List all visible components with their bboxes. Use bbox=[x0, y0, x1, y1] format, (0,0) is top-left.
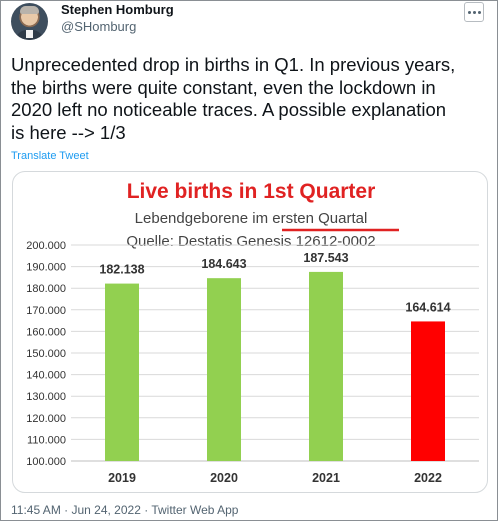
x-tick-label: 2022 bbox=[414, 471, 442, 485]
x-tick-label: 2020 bbox=[210, 471, 238, 485]
plot-area: 100.000 110.000 120.000 130.000 140.000 150.0… bbox=[26, 240, 479, 485]
y-tick-label: 100.000 bbox=[26, 456, 66, 468]
data-label: 182.138 bbox=[99, 263, 144, 277]
chart-title: Live births in 1st Quarter bbox=[127, 180, 376, 203]
x-tick-label: 2019 bbox=[108, 471, 136, 485]
y-tick-label: 110.000 bbox=[27, 434, 66, 446]
bar bbox=[411, 321, 445, 461]
more-options-icon[interactable] bbox=[464, 2, 484, 22]
y-tick-label: 170.000 bbox=[26, 305, 66, 317]
dot bbox=[467, 10, 471, 14]
y-tick-label: 200.000 bbox=[26, 240, 66, 252]
translate-tweet-link[interactable]: Translate Tweet bbox=[11, 150, 89, 162]
y-tick-label: 150.000 bbox=[26, 348, 66, 360]
author-handle[interactable]: @SHomburg bbox=[61, 19, 137, 34]
tweet-text: Unprecedented drop in births in Q1. In p… bbox=[11, 54, 456, 143]
y-tick-label: 160.000 bbox=[26, 326, 66, 338]
bar bbox=[105, 283, 139, 461]
chart-card[interactable]: Live births in 1st Quarter Lebendgeboren… bbox=[12, 171, 488, 493]
bar-chart: Live births in 1st Quarter Lebendgeboren… bbox=[26, 180, 479, 485]
bar bbox=[207, 278, 241, 461]
y-tick-label: 180.000 bbox=[26, 283, 66, 295]
chart-subtitle-underlined: ersten Quartal bbox=[272, 210, 367, 227]
y-tick-label: 130.000 bbox=[26, 391, 66, 403]
chart-subtitle: Lebendgeborene im ersten Quartal bbox=[135, 210, 368, 227]
author-name[interactable]: Stephen Homburg bbox=[61, 2, 174, 17]
y-tick-label: 120.000 bbox=[26, 413, 66, 425]
bar bbox=[309, 271, 343, 461]
chart-source: Quelle: Destatis Genesis 12612-0002 bbox=[126, 233, 375, 250]
x-tick-label: 2021 bbox=[312, 471, 340, 485]
avatar-collar bbox=[26, 30, 33, 38]
avatar[interactable] bbox=[11, 3, 48, 40]
data-label: 187.543 bbox=[303, 251, 348, 265]
tweet-timestamp: 11:45 AM · Jun 24, 2022 · Twitter Web Ap… bbox=[11, 503, 239, 517]
chart-subtitle-plain: Lebendgeborene im bbox=[135, 210, 273, 227]
data-label: 184.643 bbox=[201, 257, 246, 271]
dot bbox=[472, 10, 476, 14]
y-tick-label: 190.000 bbox=[26, 262, 66, 274]
data-label: 164.614 bbox=[405, 300, 450, 314]
y-tick-label: 140.000 bbox=[26, 370, 66, 382]
avatar-hair bbox=[20, 6, 39, 14]
dot bbox=[477, 10, 481, 14]
